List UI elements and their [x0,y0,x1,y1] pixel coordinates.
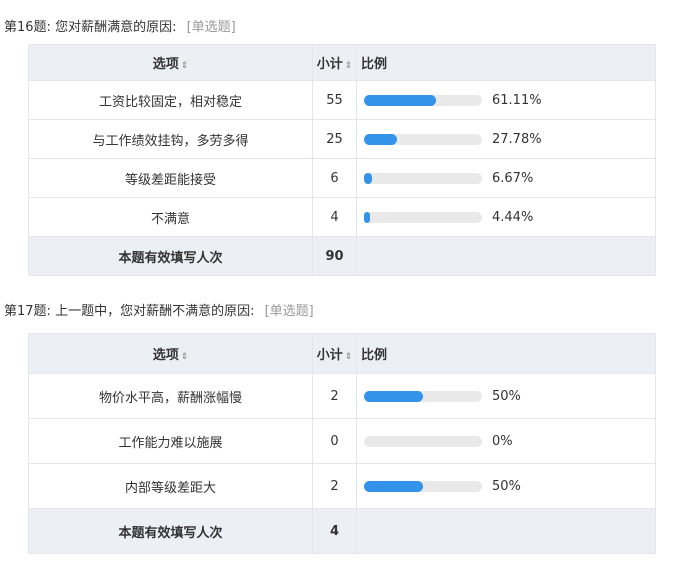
q16-option-header[interactable]: 选项 ⇕ [28,44,313,81]
q17-type: [单选题] [264,304,314,319]
total-value: 4 [312,508,357,554]
option-label: 与工作绩效挂钩，多劳多得 [28,119,313,159]
count-value: 0 [312,418,357,464]
table-row: 不满意 4 4.44% [28,197,656,237]
total-label: 本题有效填写人次 [28,236,313,276]
total-ratio-empty [356,236,656,276]
sort-icon[interactable]: ⇕ [344,61,353,71]
q16-count-header[interactable]: 小计 ⇕ [312,44,357,81]
count-value: 6 [312,158,357,198]
ratio-bar [364,94,482,106]
table-row: 物价水平高，薪酬涨幅慢 2 50% [28,373,656,419]
option-label: 工资比较固定，相对稳定 [28,80,313,120]
percent-value: 50% [492,388,521,404]
q17-count-header[interactable]: 小计 ⇕ [312,333,357,374]
ratio-bar [364,133,482,145]
count-value: 2 [312,373,357,419]
table-row: 等级差距能接受 6 6.67% [28,158,656,198]
q17-title: 第17题: 上一题中，您对薪酬不满意的原因: [单选题] [4,300,314,319]
ratio-bar [364,480,482,492]
option-label: 不满意 [28,197,313,237]
ratio-bar-fill [364,211,370,223]
table-row: 内部等级差距大 2 50% [28,463,656,509]
count-value: 2 [312,463,357,509]
q17-ratio-header: 比例 [356,333,656,374]
ratio-bar-fill [364,390,423,402]
q16-number: 第16题: [4,20,51,35]
q16-text: 您对薪酬满意的原因: [55,20,177,35]
percent-value: 0% [492,433,513,449]
option-label: 等级差距能接受 [28,158,313,198]
percent-value: 61.11% [492,92,542,108]
ratio-bar-fill [364,480,423,492]
percent-value: 27.78% [492,131,542,147]
table-row: 工作能力难以施展 0 0% [28,418,656,464]
count-value: 4 [312,197,357,237]
q17-text: 上一题中，您对薪酬不满意的原因: [55,304,255,319]
ratio-bar [364,390,482,402]
ratio-bar [364,211,482,223]
q17-header-row: 选项 ⇕ 小计 ⇕ 比例 [28,333,656,374]
q16-ratio-header: 比例 [356,44,656,81]
option-label: 物价水平高，薪酬涨幅慢 [28,373,313,419]
percent-value: 6.67% [492,170,534,186]
total-value: 90 [312,236,357,276]
sort-icon[interactable]: ⇕ [180,61,189,71]
total-row: 本题有效填写人次 90 [28,236,656,276]
sort-icon[interactable]: ⇕ [180,352,189,362]
count-value: 55 [312,80,357,120]
ratio-bar-fill [364,133,397,145]
ratio-bar [364,435,482,447]
percent-value: 4.44% [492,209,534,225]
total-row: 本题有效填写人次 4 [28,508,656,554]
q16-header-row: 选项 ⇕ 小计 ⇕ 比例 [28,44,656,81]
ratio-bar [364,172,482,184]
percent-value: 50% [492,478,521,494]
q16-type: [单选题] [186,20,236,35]
table-row: 与工作绩效挂钩，多劳多得 25 27.78% [28,119,656,159]
q17-table: 选项 ⇕ 小计 ⇕ 比例 物价水平高，薪酬涨幅慢 2 50% 工作能力难以施展 0 … [28,333,656,554]
sort-icon[interactable]: ⇕ [344,352,353,362]
count-value: 25 [312,119,357,159]
total-label: 本题有效填写人次 [28,508,313,554]
ratio-bar-fill [364,172,372,184]
q17-number: 第17题: [4,304,51,319]
option-label: 内部等级差距大 [28,463,313,509]
table-row: 工资比较固定，相对稳定 55 61.11% [28,80,656,120]
q17-option-header[interactable]: 选项 ⇕ [28,333,313,374]
total-ratio-empty [356,508,656,554]
ratio-bar-fill [364,94,437,106]
q16-table: 选项 ⇕ 小计 ⇕ 比例 工资比较固定，相对稳定 55 61.11% 与工作绩效挂钩… [28,44,656,276]
q16-title: 第16题: 您对薪酬满意的原因: [单选题] [4,16,236,35]
option-label: 工作能力难以施展 [28,418,313,464]
